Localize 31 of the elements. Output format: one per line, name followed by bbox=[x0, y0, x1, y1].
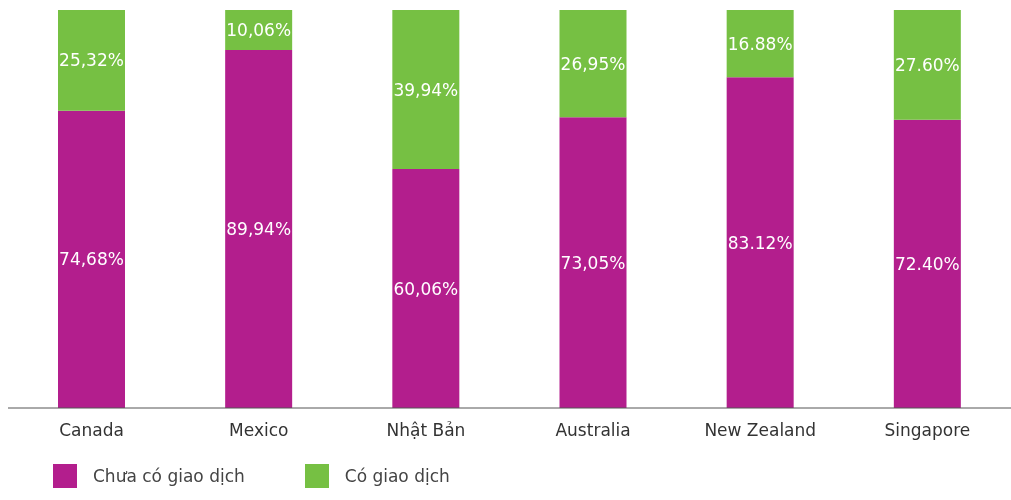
data-label: 10,06% bbox=[226, 20, 292, 41]
data-label: 74,68% bbox=[59, 249, 124, 270]
legend-label: Có giao dịch bbox=[344, 466, 450, 486]
data-label: 16.88% bbox=[727, 33, 793, 54]
x-tick-label: Mexico bbox=[229, 420, 289, 441]
bar bbox=[392, 168, 460, 408]
data-label: 89,94% bbox=[226, 219, 292, 240]
data-label: 25,32% bbox=[59, 50, 124, 71]
data-label: 72.40% bbox=[894, 253, 960, 274]
x-tick-label: Australia bbox=[555, 420, 631, 441]
x-tick-label: Nhật Bản bbox=[386, 420, 466, 441]
bar bbox=[726, 77, 794, 408]
bar bbox=[58, 110, 125, 408]
bar bbox=[225, 50, 293, 408]
bar bbox=[893, 10, 961, 120]
bar bbox=[392, 10, 460, 169]
data-label: 83.12% bbox=[727, 232, 793, 253]
data-label: 73,05% bbox=[560, 252, 626, 273]
data-label: 26,95% bbox=[560, 53, 626, 74]
x-tick-label: Singapore bbox=[884, 420, 971, 441]
data-label: 39,94% bbox=[393, 79, 459, 100]
x-tick-label: Canada bbox=[59, 420, 124, 441]
x-tick-label: New Zealand bbox=[704, 420, 817, 441]
bar bbox=[58, 10, 125, 111]
legend-label: Chưa có giao dịch bbox=[93, 466, 245, 486]
bar bbox=[559, 10, 627, 118]
bar bbox=[893, 119, 961, 408]
bar bbox=[726, 10, 794, 78]
data-label: 27.60% bbox=[894, 54, 960, 75]
data-label: 60,06% bbox=[393, 278, 459, 299]
bar bbox=[559, 117, 627, 408]
